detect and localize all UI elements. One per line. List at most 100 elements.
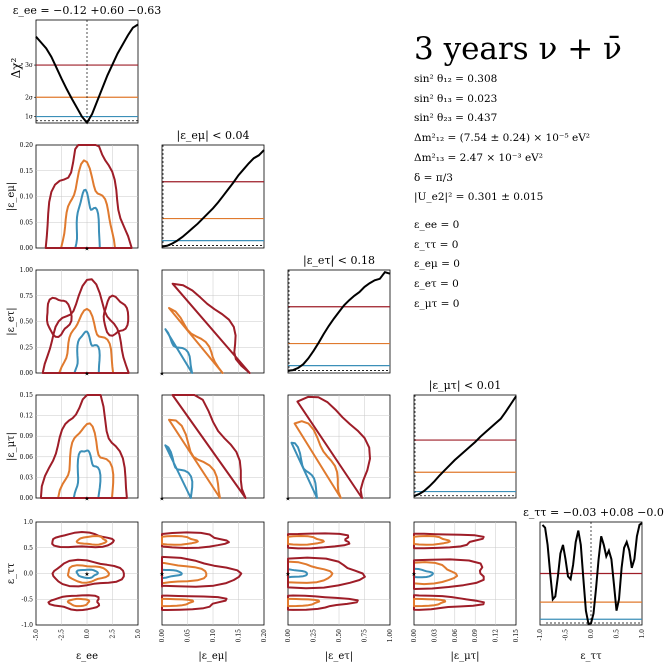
x-tick-label: 0.00 xyxy=(285,629,292,643)
diagonal-panel-frame xyxy=(161,144,265,249)
delta-chi2-axis-label: Δχ² xyxy=(9,57,23,78)
param-dm2-12: Δm²₁₂ = (7.54 ± 0.24) × 10⁻⁵ eV² xyxy=(414,132,590,145)
x-tick-label: 0.06 xyxy=(452,629,459,643)
x-tick-label: 2.5 xyxy=(110,629,117,639)
x-axis-label: ε_ττ xyxy=(580,651,602,662)
diagonal-title: ε_ee = −0.12 +0.60 −0.63 xyxy=(13,4,162,17)
confidence-contour xyxy=(102,294,130,337)
confidence-contour xyxy=(171,394,247,499)
x-axis-label: ε_ee xyxy=(76,651,98,662)
confidence-contour xyxy=(413,594,485,611)
x-tick-label: -1.0 xyxy=(537,629,544,641)
profile-curve xyxy=(161,149,265,248)
confidence-contour xyxy=(293,420,342,499)
confidence-contour xyxy=(47,594,101,612)
x-tick-label: 0.00 xyxy=(159,629,166,643)
best-fit-star: ★ xyxy=(285,496,290,503)
y-axis-label: ε_ττ xyxy=(6,562,17,584)
y-tick-label: 0.09 xyxy=(20,433,34,440)
x-tick-label: 0.5 xyxy=(614,629,621,639)
x-tick-label: 0.0 xyxy=(84,629,91,639)
confidence-contour xyxy=(296,395,371,499)
confidence-contour xyxy=(287,594,359,611)
confidence-contour xyxy=(161,594,228,611)
true-eps-etau: ε_eτ = 0 xyxy=(414,278,459,291)
confidence-contour xyxy=(287,597,321,608)
y-tick-label: 0.10 xyxy=(20,194,34,201)
true-eps-ee: ε_ee = 0 xyxy=(414,218,460,231)
best-fit-star: ★ xyxy=(84,571,89,578)
confidence-contour xyxy=(44,144,133,249)
confidence-contour xyxy=(413,597,447,608)
confidence-contour xyxy=(161,555,243,588)
confidence-contour xyxy=(161,597,195,608)
confidence-contour xyxy=(413,535,451,546)
y-tick-label: 0.00 xyxy=(20,245,34,252)
sigma-tick-label: 2σ xyxy=(25,94,33,101)
confidence-contour xyxy=(290,441,318,499)
diagonal-title: |ε_eτ| < 0.18 xyxy=(303,254,375,268)
confidence-contour xyxy=(73,330,101,374)
x-tick-label: 0.75 xyxy=(362,629,369,643)
confidence-contour xyxy=(57,422,115,499)
y-tick-label: 0.00 xyxy=(20,370,34,377)
param-dm2-13: Δm²₁₃ = 2.47 × 10⁻³ eV² xyxy=(414,151,543,164)
best-fit-star: ★ xyxy=(84,496,89,503)
y-tick-label: 0.06 xyxy=(20,454,34,461)
y-tick-label: 0.25 xyxy=(20,344,34,351)
confidence-contour xyxy=(60,159,116,249)
confidence-contour xyxy=(74,188,101,249)
confidence-contour xyxy=(168,418,221,499)
best-fit-star: ★ xyxy=(84,371,89,378)
param-sin2-theta13: sin² θ₁₃ = 0.023 xyxy=(414,92,498,105)
y-tick-label: 1.0 xyxy=(23,519,33,526)
diagonal-panel-frame xyxy=(287,269,391,374)
x-tick-label: 0.15 xyxy=(236,629,243,643)
best-fit-star: ★ xyxy=(285,571,290,578)
x-tick-label: 0.15 xyxy=(513,629,520,643)
confidence-contour xyxy=(287,560,334,584)
oscillation-parameters: sin² θ₁₂ = 0.308 sin² θ₁₃ = 0.023 sin² θ… xyxy=(414,70,659,208)
true-eps-tautau: ε_ττ = 0 xyxy=(414,238,459,251)
confidence-contour xyxy=(164,328,194,374)
confidence-contour xyxy=(171,282,251,374)
x-tick-label: 0.10 xyxy=(210,629,217,643)
confidence-contour xyxy=(72,449,102,499)
x-axis-label: |ε_eμ| xyxy=(198,651,227,662)
x-tick-label: 0.0 xyxy=(588,629,595,639)
y-tick-label: 0.5 xyxy=(23,545,33,552)
diagonal-title: ε_ττ = −0.03 +0.08 −0.09 xyxy=(523,506,664,519)
x-tick-label: 0.20 xyxy=(261,629,268,643)
y-tick-label: 0.15 xyxy=(20,168,34,175)
x-tick-label: 5.0 xyxy=(135,629,142,639)
x-tick-label: 0.00 xyxy=(411,629,418,643)
x-tick-label: 0.03 xyxy=(431,629,438,643)
confidence-contour xyxy=(168,307,224,374)
y-tick-label: 0.0 xyxy=(23,571,33,578)
x-tick-label: 0.12 xyxy=(493,629,500,643)
x-tick-label: -2.5 xyxy=(59,629,66,641)
confidence-contour xyxy=(67,564,110,584)
best-fit-star: ★ xyxy=(84,246,89,253)
confidence-contour xyxy=(161,535,199,546)
confidence-contour xyxy=(58,307,115,374)
true-nsi-values: ε_ee = 0 ε_ττ = 0 ε_eμ = 0 ε_eτ = 0 ε_μτ… xyxy=(414,216,659,315)
parameter-panel: 3 years ν + ν̄ sin² θ₁₂ = 0.308 sin² θ₁₃… xyxy=(414,32,659,314)
param-delta: δ = π/3 xyxy=(414,171,453,184)
x-tick-label: 0.50 xyxy=(336,629,343,643)
x-tick-label: 0.05 xyxy=(185,629,192,643)
diagonal-panel-frame xyxy=(35,19,139,124)
confidence-contour xyxy=(413,558,485,590)
y-axis-label: |ε_eτ| xyxy=(6,307,17,335)
confidence-contour xyxy=(413,561,459,586)
x-tick-label: 1.00 xyxy=(387,629,394,643)
sigma-tick-label: 3σ xyxy=(25,62,33,69)
confidence-contour xyxy=(161,561,208,586)
profile-curve xyxy=(35,23,139,125)
true-eps-mutau: ε_μτ = 0 xyxy=(414,297,460,310)
profile-curve xyxy=(541,522,643,626)
best-fit-star: ★ xyxy=(159,496,164,503)
x-tick-label: -5.0 xyxy=(33,629,40,641)
confidence-contour xyxy=(41,278,130,374)
